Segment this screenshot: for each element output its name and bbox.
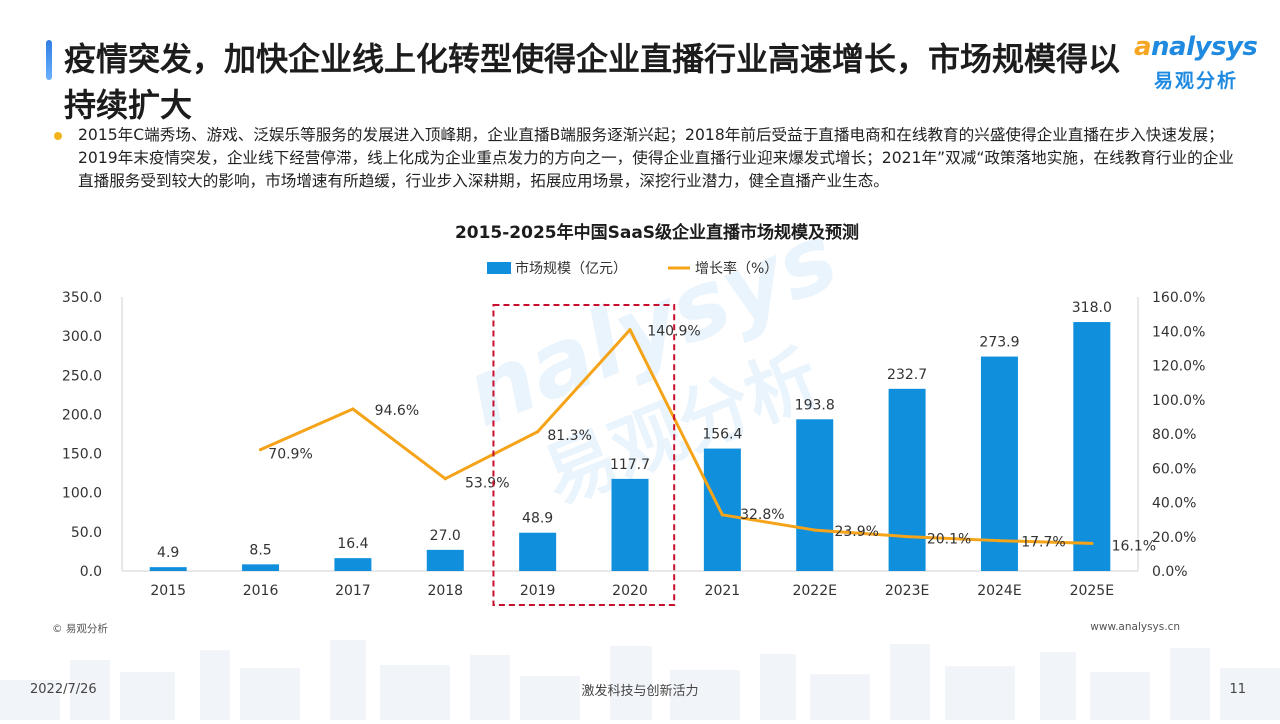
growth-value-label: 16.1% <box>1112 538 1156 554</box>
x-tick-label: 2021 <box>705 583 741 599</box>
growth-point <box>813 528 817 532</box>
y-right-tick-label: 0.0% <box>1152 564 1188 580</box>
x-tick-label: 2019 <box>520 583 556 599</box>
bar-value-label: 4.9 <box>157 545 179 561</box>
legend-bar-label: 市场规模（亿元） <box>515 260 627 277</box>
growth-value-label: 81.3% <box>547 428 591 444</box>
x-tick-label: 2017 <box>335 583 371 599</box>
growth-point <box>628 328 632 332</box>
y-left-tick-label: 0.0 <box>80 564 102 580</box>
y-left-tick-label: 100.0 <box>62 486 102 502</box>
growth-value-label: 140.9% <box>647 324 700 340</box>
growth-value-label: 94.6% <box>375 403 419 419</box>
footer-copyright: © 易观分析 <box>52 623 108 635</box>
highlight-dashed-box <box>492 304 676 606</box>
bar <box>149 567 187 571</box>
y-right-tick-label: 120.0% <box>1152 359 1205 375</box>
bar <box>888 388 926 571</box>
footer-slogan: 激发科技与创新活力 <box>581 684 699 699</box>
bar <box>426 549 464 571</box>
bar-series: 4.9 8.5 16.4 27.0 48.9 117.7 156.4 193.8 232.7 27… <box>149 300 1112 571</box>
bar <box>242 564 280 571</box>
growth-value-label: 23.9% <box>834 524 878 540</box>
x-tick-label: 2015 <box>150 583 186 599</box>
bar-value-label: 27.0 <box>430 528 461 544</box>
y-right-tick-label: 20.0% <box>1152 530 1196 546</box>
legend-line-label: 增长率（%） <box>695 260 778 277</box>
y-left-tick-label: 150.0 <box>62 447 102 463</box>
bar <box>703 448 741 571</box>
logo-a-swoosh-icon: a <box>1134 32 1152 62</box>
growth-point <box>536 430 540 434</box>
highlight-box-group <box>492 304 676 606</box>
bar-value-label: 48.9 <box>522 511 553 527</box>
bar-value-label: 273.9 <box>979 335 1019 351</box>
growth-point <box>443 477 447 481</box>
logo-wordmark: nalysys <box>1151 32 1258 62</box>
bar <box>980 356 1018 571</box>
logo-subtitle: 易观分析 <box>1154 70 1239 92</box>
summary-paragraph: 2015年C端秀场、游戏、泛娱乐等服务的发展进入顶峰期，企业直播B端服务逐渐兴起… <box>78 126 1234 190</box>
x-tick-label: 2023E <box>885 583 929 599</box>
growth-value-label: 17.7% <box>1021 535 1065 551</box>
y-left-tick-label: 300.0 <box>62 329 102 345</box>
chart-legend: 市场规模（亿元） 增长率（%） <box>487 260 778 277</box>
bar-value-label: 318.0 <box>1072 300 1112 316</box>
bar-value-label: 16.4 <box>337 536 368 552</box>
growth-point <box>1090 541 1094 546</box>
page-number: 11 <box>1229 682 1246 697</box>
chart-title: 2015-2025年中国SaaS级企业直播市场规模及预测 <box>455 222 859 243</box>
y-left-tick-label: 50.0 <box>71 525 102 541</box>
y-right-tick-label: 60.0% <box>1152 461 1196 477</box>
x-tick-label: 2018 <box>427 583 463 599</box>
growth-point <box>258 447 263 452</box>
growth-point <box>351 407 355 411</box>
growth-value-label: 32.8% <box>740 507 784 523</box>
y-left-tick-label: 200.0 <box>62 407 102 423</box>
title-accent-bar <box>46 40 52 80</box>
bar <box>611 478 649 571</box>
bar <box>1073 322 1111 571</box>
growth-value-label: 53.9% <box>465 476 509 492</box>
legend-bar-swatch <box>487 262 511 274</box>
analysys-logo: analysys 易观分析 <box>1124 28 1258 98</box>
x-tick-label: 2024E <box>977 583 1021 599</box>
y-left-tick-label: 250.0 <box>62 368 102 384</box>
y-right-tick-label: 100.0% <box>1152 393 1205 409</box>
bar <box>334 558 372 571</box>
bar-value-label: 8.5 <box>249 542 271 558</box>
growth-point <box>720 513 724 517</box>
chart-axes: 0.0 50.0 100.0 150.0 200.0 250.0 300.0 350.0 0.0… <box>62 290 1205 599</box>
growth-value-label: 70.9% <box>268 447 312 463</box>
x-tick-label: 2025E <box>1070 583 1114 599</box>
x-tick-label: 2016 <box>243 583 279 599</box>
bullet-dot-icon <box>54 132 62 140</box>
y-right-tick-label: 40.0% <box>1152 496 1196 512</box>
growth-point <box>905 534 909 539</box>
bar-value-label: 232.7 <box>887 367 927 383</box>
footer-date: 2022/7/26 <box>30 682 97 697</box>
watermark: nalysys 易观分析 <box>451 210 851 520</box>
bar <box>796 419 834 571</box>
footer-url: www.analysys.cn <box>1090 621 1180 633</box>
y-right-tick-label: 140.0% <box>1152 324 1205 340</box>
bar-value-label: 193.8 <box>795 397 835 413</box>
skyline-background <box>0 610 1280 720</box>
x-tick-label: 2022E <box>792 583 836 599</box>
page-title: 疫情突发，加快企业线上化转型使得企业直播行业高速增长，市场规模得以持续扩大 <box>64 40 1121 124</box>
line-series: 70.9% 94.6% 53.9% 81.3% 140.9% 32.8% 23.9% 20.1… <box>258 324 1156 554</box>
y-left-tick-label: 350.0 <box>62 290 102 306</box>
market-size-chart: nalysys 易观分析 2015-2025年中国SaaS级企业直播市场规模及预… <box>62 210 1205 606</box>
growth-point <box>997 539 1002 543</box>
growth-rate-line <box>259 328 1092 545</box>
y-right-tick-label: 80.0% <box>1152 427 1196 443</box>
bar <box>519 532 557 571</box>
bar-value-label: 117.7 <box>610 457 650 473</box>
bar-value-label: 156.4 <box>702 427 742 443</box>
growth-value-label: 20.1% <box>927 532 971 548</box>
x-tick-label: 2020 <box>612 583 648 599</box>
y-right-tick-label: 160.0% <box>1152 290 1205 306</box>
